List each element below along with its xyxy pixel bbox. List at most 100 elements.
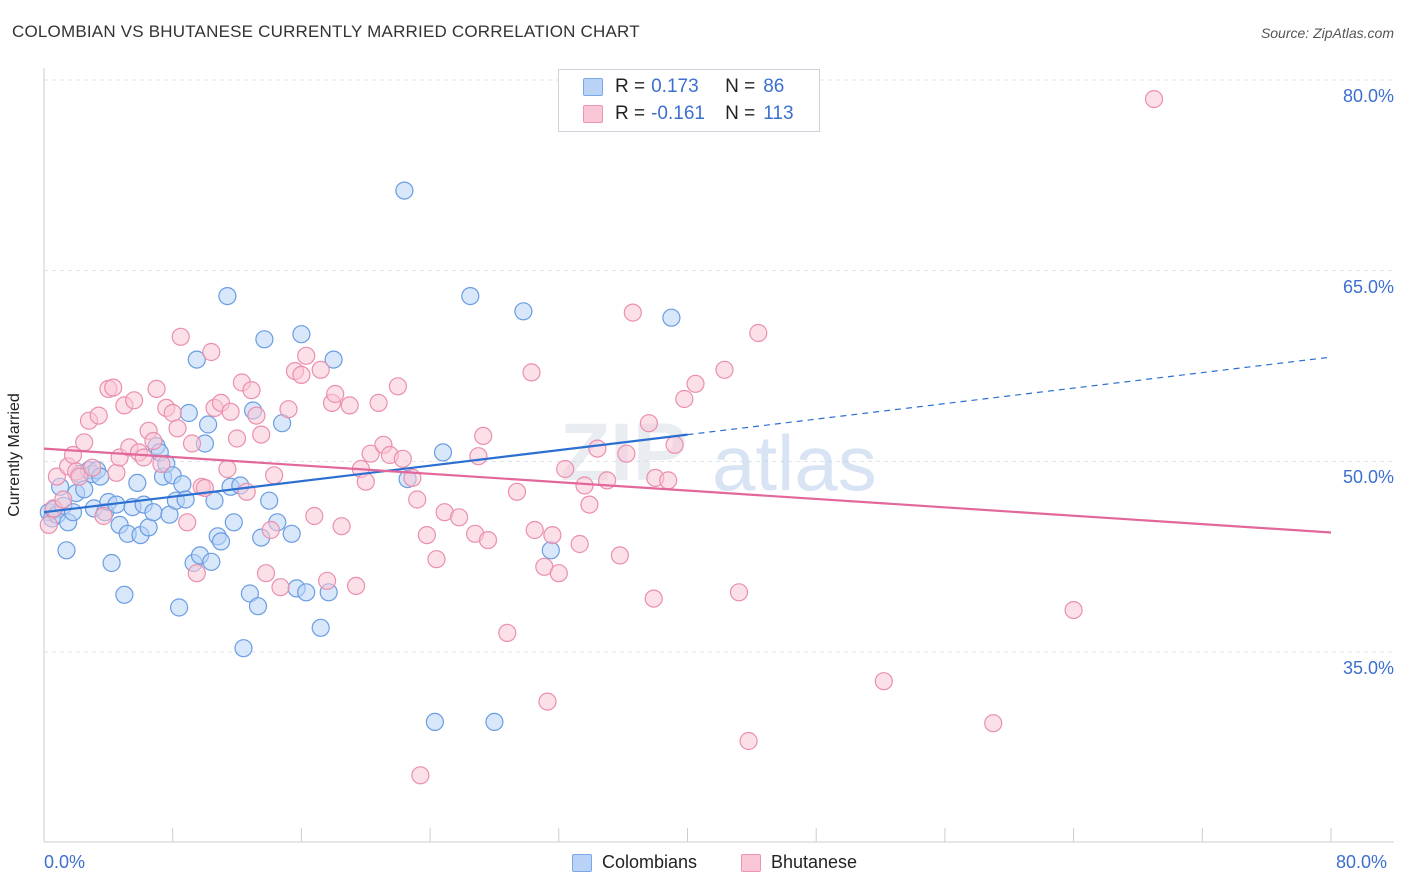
bhutanese-point	[538, 692, 557, 711]
bhutanese-point	[168, 419, 187, 438]
colombians-point	[282, 524, 301, 543]
bhutanese-point	[498, 623, 517, 643]
bhutanese-point	[163, 403, 182, 423]
bhutanese-point	[715, 360, 734, 379]
bhutanese-point	[237, 482, 256, 501]
bhutanese-point	[686, 374, 705, 393]
colombians-point	[297, 583, 316, 602]
bhutanese-point	[318, 571, 337, 590]
colombians-point	[461, 287, 480, 306]
bhutanese-point	[332, 517, 351, 536]
r-label: R =	[615, 76, 646, 97]
colombians-point	[248, 597, 268, 616]
colombians-point	[144, 503, 163, 522]
colombians-point	[199, 415, 218, 434]
bhutanese-point	[507, 482, 527, 501]
bhutanese-point	[252, 425, 271, 444]
colombians-point	[255, 330, 274, 349]
colombians-point	[324, 350, 343, 369]
bhutanese-point	[340, 396, 359, 415]
bhutanese-point	[292, 365, 311, 384]
bhutanese-point	[525, 520, 544, 540]
bhutanese-point	[570, 534, 589, 554]
bhutanese-legend-swatch	[741, 853, 761, 872]
colombians-point	[139, 518, 158, 537]
bhutanese-point	[144, 431, 163, 451]
bhutanese-point	[427, 550, 446, 569]
y-tick-label: 50.0%	[1342, 467, 1394, 488]
bhutanese-point	[47, 467, 67, 486]
bhutanese-point	[580, 495, 599, 514]
colombians-point	[128, 473, 147, 492]
bhutanese-point	[227, 429, 247, 448]
colombians-point	[425, 712, 444, 732]
bhutanese-point	[549, 564, 568, 583]
bhutanese-point	[152, 454, 171, 473]
bhutanese-point	[247, 406, 266, 425]
bhutanese-swatch	[583, 105, 603, 123]
stats-legend: R = 0.173 N = 86 R = -0.161 N = 113	[558, 69, 820, 132]
bhutanese-point	[265, 466, 284, 485]
bhutanese-point	[218, 459, 237, 479]
bhutanese-point	[639, 414, 659, 433]
r-label: R =	[615, 103, 646, 124]
bhutanese-point	[147, 379, 166, 398]
colombians-swatch	[583, 78, 603, 96]
bhutanese-point	[261, 520, 280, 540]
x-tick-label-max: 80.0%	[1336, 852, 1388, 872]
y-tick-label: 65.0%	[1342, 276, 1394, 297]
bhutanese-point	[665, 435, 684, 454]
colombians-point	[311, 618, 330, 637]
bhutanese-point	[171, 327, 190, 346]
bhutanese-point	[543, 525, 562, 545]
bhutanese-point	[125, 391, 144, 410]
bhutanese-point	[610, 546, 630, 565]
legend-item-bhutanese[interactable]: Bhutanese	[741, 852, 857, 873]
bhutanese-point	[202, 342, 221, 362]
colombians-point	[102, 553, 121, 573]
bhutanese-point	[474, 426, 493, 445]
bhutanese-point	[1064, 600, 1083, 620]
colombians-point	[170, 598, 189, 617]
colombians-point	[662, 308, 681, 327]
bhutanese-point	[83, 458, 102, 477]
n-value: 113	[763, 103, 794, 124]
colombians-trend-line	[43, 433, 688, 514]
bhutanese-point	[221, 402, 240, 421]
colombians-point	[395, 181, 414, 200]
bhutanese-point	[326, 384, 345, 404]
bhutanese-point	[522, 363, 541, 382]
bhutanese-point	[39, 515, 58, 535]
colombians-point	[179, 403, 198, 423]
colombians-point	[514, 302, 533, 321]
bhutanese-point	[478, 530, 498, 550]
colombians-point	[224, 513, 243, 532]
bhutanese-point	[393, 449, 412, 468]
r-value: 0.173	[651, 76, 699, 97]
y-tick-label: 80.0%	[1342, 86, 1394, 106]
bhutanese-point	[575, 476, 594, 495]
legend-item-colombians[interactable]: Colombians	[572, 852, 697, 873]
bhutanese-point	[279, 400, 298, 419]
n-label: N =	[725, 76, 756, 97]
colombians-point	[115, 585, 134, 604]
axis-layer	[43, 68, 1394, 843]
bhutanese-trend-line	[43, 447, 1332, 534]
bhutanese-point	[94, 506, 113, 526]
bhutanese-point	[356, 472, 375, 491]
colombians-point	[485, 712, 504, 732]
bhutanese-point	[739, 731, 758, 751]
bhutanese-point	[297, 346, 316, 365]
bhutanese-point	[417, 525, 436, 545]
colombians-point	[202, 552, 221, 571]
bhutanese-point	[347, 576, 366, 596]
bhutanese-point	[450, 508, 469, 527]
source-label: Source: ZipAtlas.com	[1260, 25, 1394, 41]
bhutanese-point	[408, 490, 427, 509]
bhutanese-point	[749, 323, 768, 343]
colombians-point	[173, 475, 192, 494]
bhutanese-point	[729, 583, 749, 602]
bhutanese-point	[644, 589, 663, 608]
colombians-point	[234, 639, 253, 658]
bhutanese-point	[617, 444, 636, 463]
